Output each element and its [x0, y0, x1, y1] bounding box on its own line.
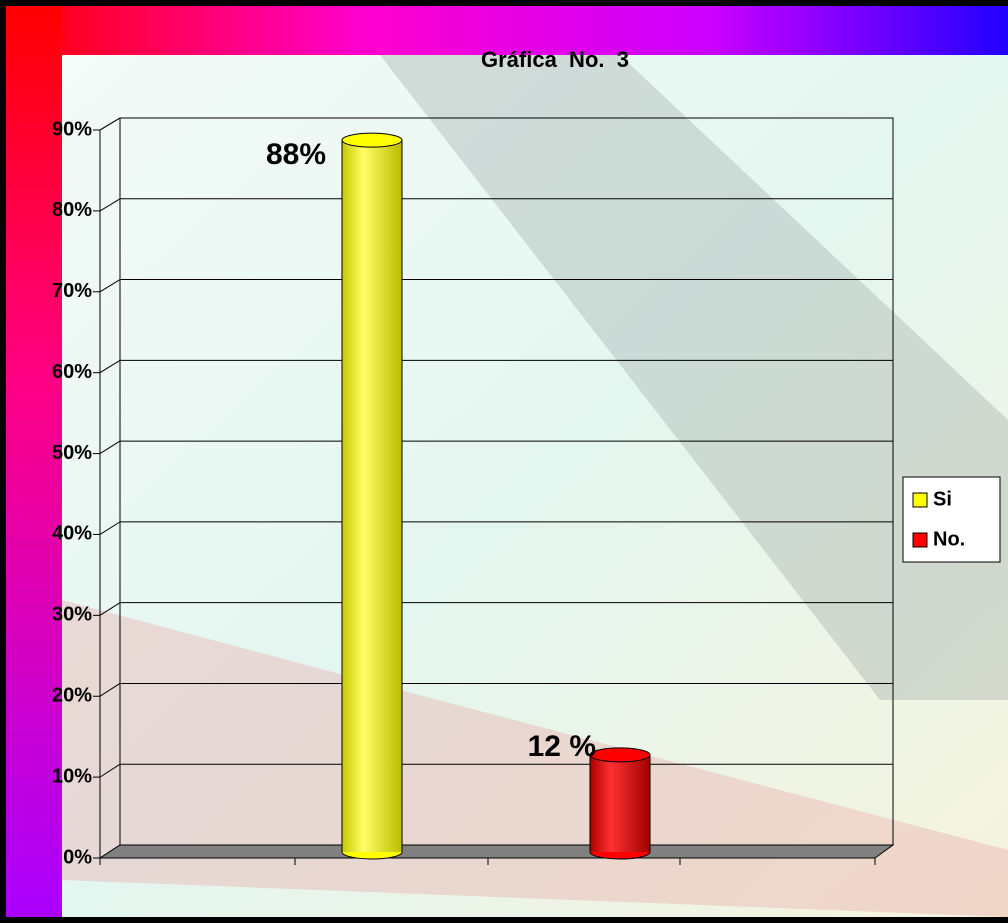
legend — [902, 476, 1001, 563]
grid-line — [99, 521, 121, 535]
grid-line — [99, 359, 121, 374]
crayon-shape — [380, 55, 1008, 700]
y-tick-label: 90% — [52, 118, 92, 140]
y-tick-label: 50% — [52, 442, 92, 464]
category-tick — [99, 858, 876, 865]
legend-label: Si — [933, 488, 952, 510]
legend-swatch — [912, 492, 928, 508]
grid-line — [99, 198, 121, 212]
grid-line — [99, 117, 121, 131]
legend-label: No. — [933, 528, 965, 550]
bar-top — [341, 132, 403, 148]
grid-line — [99, 683, 121, 697]
y-tick-label: 40% — [52, 523, 92, 545]
chart-title: Gráfica No. 3 — [481, 47, 629, 72]
grid-line — [99, 602, 121, 616]
crayon-shape — [62, 600, 1008, 917]
y-tick-label: 10% — [52, 765, 92, 787]
grid-line — [99, 279, 121, 293]
y-tick-label: 0% — [63, 846, 92, 868]
frame-left — [6, 6, 62, 917]
grid-line — [99, 440, 121, 454]
y-tick-label: 20% — [52, 685, 92, 707]
y-tick-label: 60% — [52, 361, 92, 383]
y-tick-label: 70% — [52, 280, 92, 302]
bar-top — [589, 747, 651, 763]
data-label: 12 % — [528, 730, 596, 763]
y-tick-label: 80% — [52, 199, 92, 221]
legend-swatch — [912, 532, 928, 548]
y-tick-label: 30% — [52, 604, 92, 626]
grid-line — [99, 763, 121, 778]
data-label: 88% — [266, 138, 326, 171]
bar-body-cover — [590, 754, 650, 852]
floor — [98, 844, 895, 859]
bar-body-cover — [342, 140, 402, 852]
